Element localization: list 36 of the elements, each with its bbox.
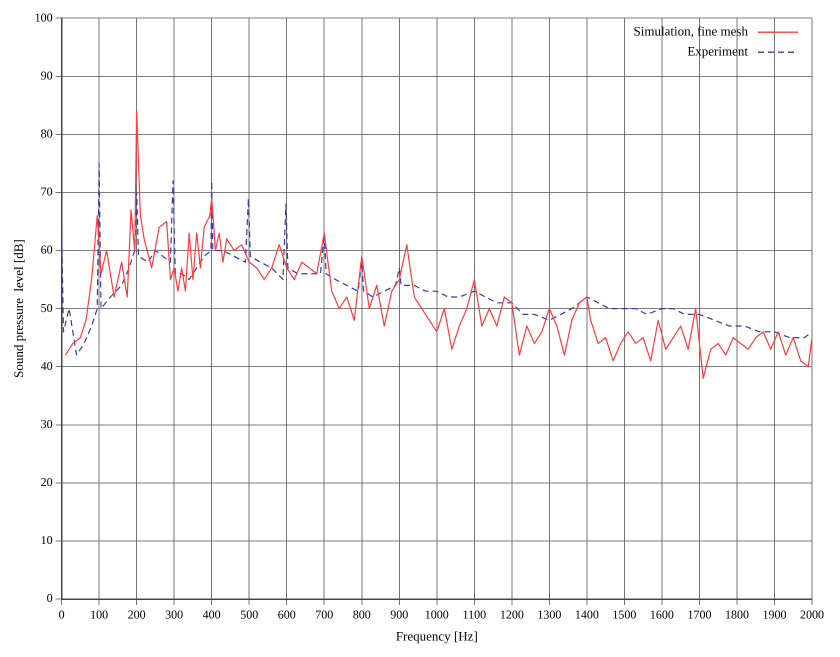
y-axis-title: Sound pressure level [dB] bbox=[11, 239, 26, 378]
x-tick-label: 1600 bbox=[650, 607, 674, 622]
x-tick-label: 400 bbox=[202, 607, 221, 622]
legend-label: Experiment bbox=[687, 44, 748, 59]
legend-label: Simulation, fine mesh bbox=[634, 24, 748, 39]
x-tick-label: 1900 bbox=[762, 607, 786, 622]
y-tick-label: 20 bbox=[40, 474, 53, 489]
x-tick-label: 600 bbox=[278, 607, 296, 622]
y-tick-label: 0 bbox=[46, 591, 53, 606]
x-tick-label: 700 bbox=[315, 607, 334, 622]
x-tick-label: 200 bbox=[128, 607, 146, 622]
x-tick-label: 1700 bbox=[687, 607, 712, 622]
y-tick-label: 100 bbox=[34, 10, 53, 24]
x-axis-title: Frequency [Hz] bbox=[396, 628, 478, 644]
y-tick-label: 70 bbox=[40, 184, 53, 199]
x-tick-label: 100 bbox=[90, 607, 108, 622]
x-tick-label: 800 bbox=[352, 607, 371, 622]
x-tick-label: 0 bbox=[58, 607, 65, 622]
x-tick-label: 1100 bbox=[462, 607, 486, 622]
y-tick-label: 30 bbox=[40, 416, 53, 431]
y-tick-label: 10 bbox=[40, 533, 53, 548]
x-tick-label: 1500 bbox=[612, 607, 636, 622]
x-tick-label: 1300 bbox=[537, 607, 562, 622]
x-tick-label: 900 bbox=[390, 607, 408, 622]
x-tick-label: 1400 bbox=[574, 607, 599, 622]
y-tick-label: 40 bbox=[40, 358, 53, 373]
x-tick-label: 1200 bbox=[500, 607, 524, 622]
x-tick-label: 1000 bbox=[424, 607, 449, 622]
y-tick-label: 90 bbox=[40, 68, 53, 82]
y-tick-label: 50 bbox=[40, 300, 53, 315]
y-tick-label: 60 bbox=[40, 242, 53, 257]
x-tick-label: 300 bbox=[165, 607, 184, 622]
y-tick-label: 80 bbox=[40, 126, 53, 141]
x-tick-label: 1800 bbox=[724, 607, 749, 622]
x-tick-label: 2000 bbox=[800, 607, 824, 622]
x-tick-label: 500 bbox=[240, 607, 258, 622]
